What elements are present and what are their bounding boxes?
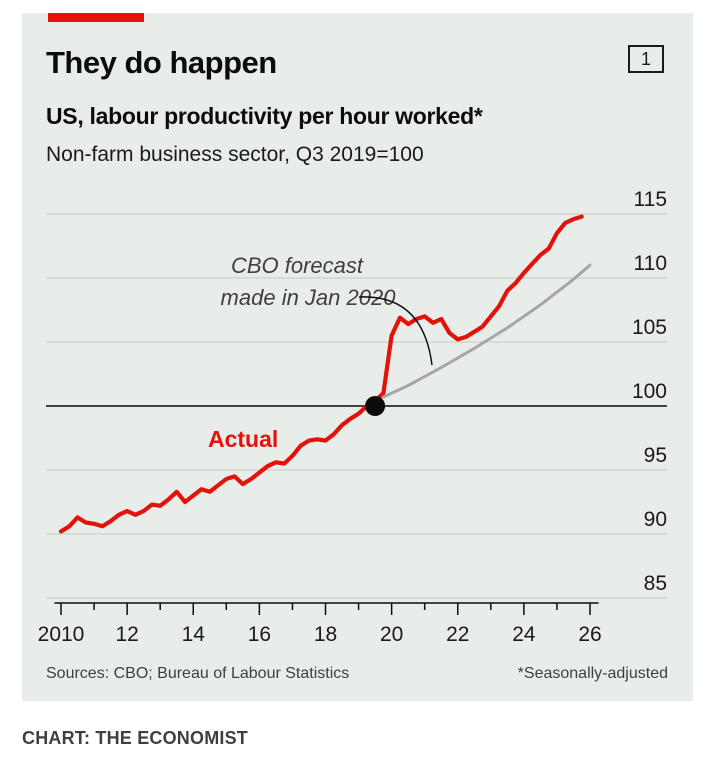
forecast-leader-line [358,296,433,366]
x-tick-label: 14 [182,623,206,646]
chart-panel: They do happen 1 US, labour productivity… [22,13,693,701]
y-tick-labels: 115 110 105 100 95 90 85 [632,188,667,595]
x-tick-label: 16 [248,623,271,646]
x-tick-label: 18 [314,623,337,646]
chart-credit: CHART: THE ECONOMIST [22,728,248,748]
actual-series-label: Actual [208,426,278,452]
chart-subtitle: US, labour productivity per hour worked* [46,103,483,129]
sources-note: Sources: CBO; Bureau of Labour Statistic… [46,665,350,682]
y-tick-label: 95 [644,444,667,467]
y-tick-label: 105 [632,316,667,339]
y-tick-label: 115 [634,188,667,211]
reference-point-marker [365,396,386,416]
gridlines [46,213,667,599]
y-tick-label: 85 [644,572,667,595]
x-tick-label: 12 [115,623,138,646]
x-tick-label: 20 [380,623,403,646]
x-tick-label: 24 [512,623,536,646]
x-tick-label: 2010 [38,623,85,646]
forecast-label-line1: CBO forecast [231,253,364,278]
y-tick-label: 90 [644,508,667,531]
y-tick-label: 100 [632,380,667,403]
y-tick-label: 110 [634,252,667,275]
x-tick-label: 22 [446,623,469,646]
forecast-series-line [381,263,592,399]
series-lines [58,214,592,534]
footnote: *Seasonally-adjusted [517,665,668,682]
chart-title: They do happen [46,45,277,80]
chart-units-note: Non-farm business sector, Q3 2019=100 [46,143,424,166]
chart-number-badge: 1 [628,45,664,73]
x-tick-label: 26 [578,623,601,646]
x-axis: 2010 12 14 16 18 20 22 24 26 [38,602,602,646]
brand-red-bar [48,13,144,22]
actual-series-line [58,214,584,534]
